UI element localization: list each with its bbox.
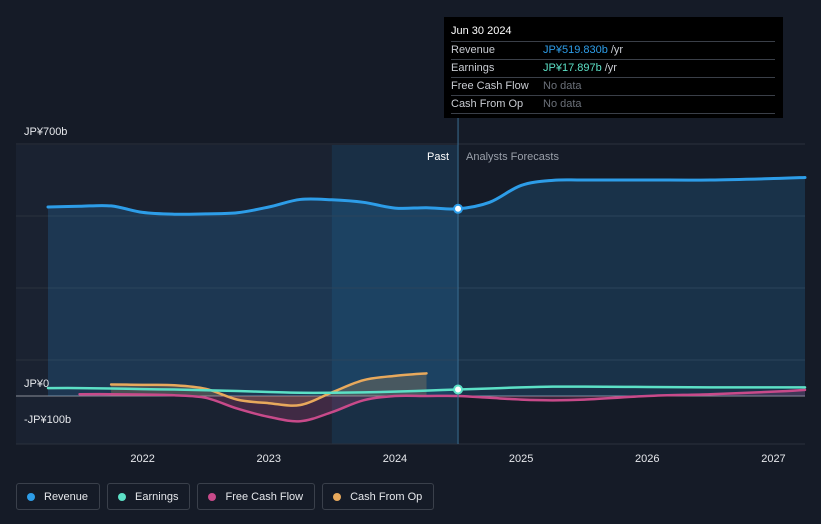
y-axis-label: JP¥700b: [24, 126, 67, 138]
legend: Revenue Earnings Free Cash Flow Cash Fro…: [16, 483, 435, 510]
legend-dot-icon: [208, 492, 217, 501]
tooltip-label: Cash From Op: [451, 98, 524, 110]
tooltip-label: Free Cash Flow: [451, 80, 529, 92]
markers: [453, 203, 464, 395]
tooltip-row-earnings: Earnings JP¥17.897b /yr: [451, 60, 775, 78]
past-label: Past: [427, 151, 449, 163]
gridlines: [16, 143, 805, 445]
y-axis-label: JP¥0: [24, 378, 49, 390]
legend-dot-icon: [118, 492, 127, 501]
tooltip-value: JP¥17.897b: [543, 62, 602, 74]
x-tick-label: 2023: [257, 453, 281, 465]
legend-label: Free Cash Flow: [225, 490, 304, 503]
tooltip-value: JP¥519.830b: [543, 44, 608, 56]
highlight-band: [331, 145, 459, 444]
free-cash-flow-line: [78, 388, 807, 423]
tooltip-row-cash-from-op: Cash From Op No data: [451, 96, 775, 114]
legend-label: Revenue: [44, 490, 89, 503]
revenue-marker: [453, 203, 464, 214]
tooltip-label: Revenue: [451, 44, 496, 56]
free-cash-flow-area: [79, 389, 805, 422]
tooltip-row-revenue: Revenue JP¥519.830b /yr: [451, 42, 775, 60]
x-axis-labels: 2022 2023 2024 2025 2026 2027: [130, 453, 785, 465]
revenue-area: [48, 177, 805, 396]
cash-from-op-line: [109, 372, 428, 407]
x-tick-label: 2022: [130, 453, 154, 465]
x-tick-label: 2025: [509, 453, 533, 465]
legend-item-free-cash-flow[interactable]: Free Cash Flow: [197, 483, 316, 510]
earnings-line: [46, 385, 807, 395]
legend-item-revenue[interactable]: Revenue: [16, 483, 101, 510]
tooltip: Jun 30 2024 Revenue JP¥519.830b /yr Earn…: [444, 17, 783, 118]
tooltip-date: Jun 30 2024: [451, 24, 775, 42]
earnings-marker: [453, 384, 464, 395]
x-tick-label: 2024: [383, 453, 407, 465]
legend-label: Cash From Op: [350, 490, 423, 503]
legend-label: Earnings: [135, 490, 179, 503]
tooltip-row-free-cash-flow: Free Cash Flow No data: [451, 78, 775, 96]
tooltip-value: No data: [543, 80, 582, 92]
forecast-label: Analysts Forecasts: [466, 151, 559, 163]
x-tick-label: 2026: [635, 453, 659, 465]
legend-dot-icon: [27, 492, 35, 501]
legend-item-earnings[interactable]: Earnings: [107, 483, 191, 510]
tooltip-label: Earnings: [451, 62, 495, 74]
tooltip-value: No data: [543, 98, 582, 110]
x-tick-label: 2027: [761, 453, 785, 465]
revenue-line: [46, 175, 807, 216]
tooltip-unit: /yr: [610, 44, 624, 56]
y-axis-label: -JP¥100b: [24, 414, 71, 426]
series-lines: [46, 175, 807, 423]
legend-item-cash-from-op[interactable]: Cash From Op: [322, 483, 435, 510]
legend-dot-icon: [333, 492, 342, 501]
tooltip-unit: /yr: [604, 62, 617, 74]
y-axis-labels: JP¥700b JP¥0 -JP¥100b: [24, 126, 71, 426]
